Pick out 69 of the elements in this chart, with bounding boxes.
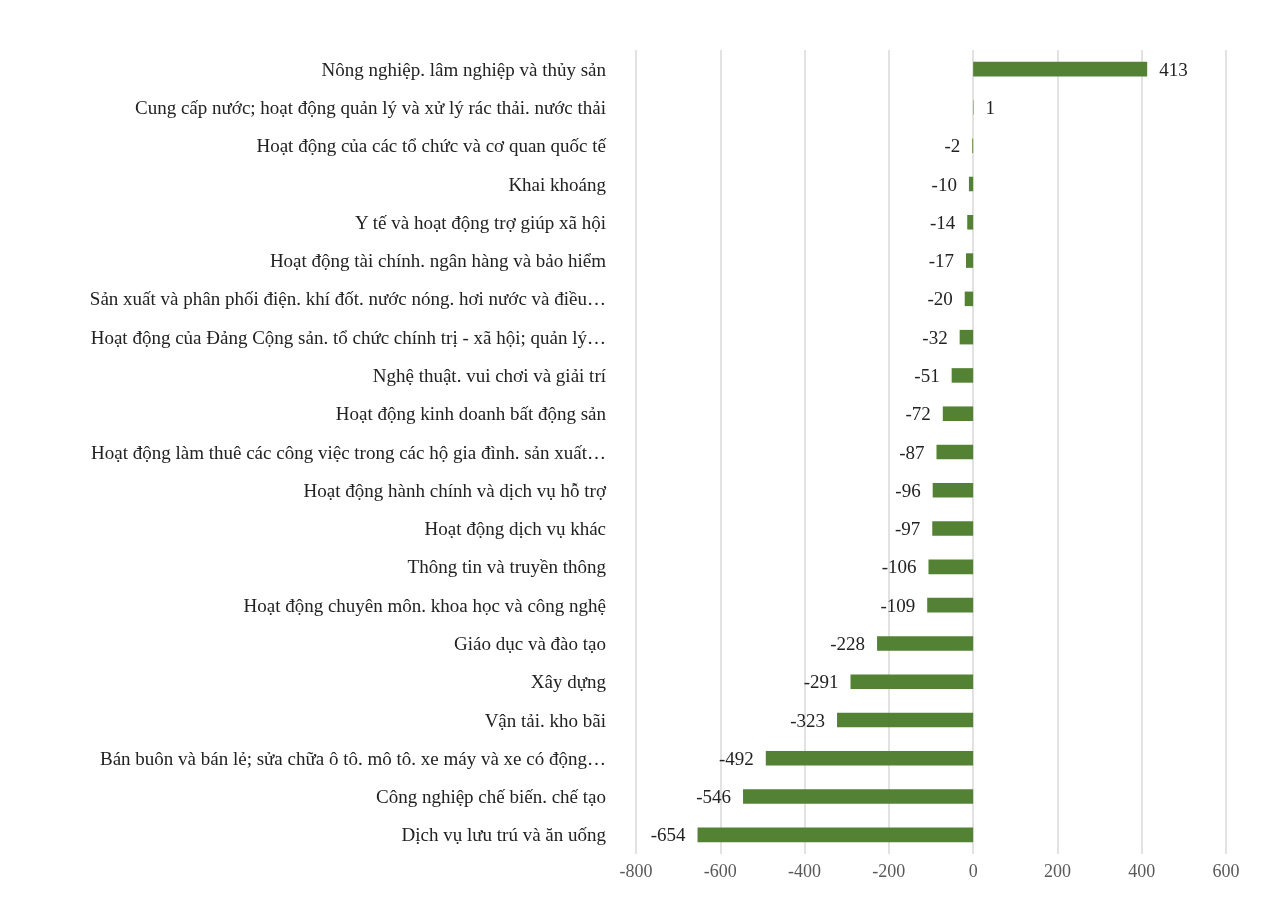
y-tick-label: Cung cấp nước; hoạt động quản lý và xử lý rác thải. nước thải bbox=[135, 96, 606, 118]
bar bbox=[936, 444, 974, 460]
bar bbox=[697, 827, 974, 843]
bar bbox=[967, 215, 974, 230]
data-label: -492 bbox=[718, 747, 754, 769]
y-tick-label: Nghệ thuật. vui chơi và giải trí bbox=[372, 364, 607, 386]
data-label: -228 bbox=[830, 632, 866, 654]
x-tick-label: 0 bbox=[968, 861, 978, 881]
data-label: -654 bbox=[650, 824, 687, 846]
x-tick-label: 400 bbox=[1128, 861, 1156, 881]
data-label: -10 bbox=[931, 173, 957, 195]
y-tick-label: Bán buôn và bán lẻ; sửa chữa ô tô. mô tô. xe máy và xe có động… bbox=[99, 747, 606, 769]
bar bbox=[765, 751, 974, 766]
bar bbox=[850, 674, 974, 689]
y-tick-label: Hoạt động chuyên môn. khoa học và công nghệ bbox=[243, 594, 606, 616]
y-tick-label: Sản xuất và phân phối điện. khí đốt. nước nóng. hơi nước và điều… bbox=[89, 288, 606, 310]
data-label: -14 bbox=[929, 211, 956, 233]
x-tick-label: 200 bbox=[1043, 861, 1071, 881]
bar bbox=[964, 291, 974, 307]
bar bbox=[932, 483, 974, 498]
bar bbox=[743, 789, 974, 804]
y-tick-label: Nông nghiệp. lâm nghiệp và thủy sản bbox=[321, 58, 607, 80]
bar bbox=[932, 521, 974, 536]
y-tick-label: Vận tải. kho bãi bbox=[484, 709, 606, 731]
bar bbox=[951, 368, 974, 383]
data-label: -72 bbox=[905, 403, 931, 425]
y-tick-label: Hoạt động của Đảng Cộng sản. tổ chức chính trị - xã hội; quản lý… bbox=[90, 326, 606, 348]
bar bbox=[965, 253, 974, 268]
data-label: -2 bbox=[944, 135, 961, 157]
data-label: 1 bbox=[985, 96, 996, 118]
bar bbox=[942, 406, 974, 421]
data-label: -32 bbox=[922, 326, 948, 348]
y-tick-label: Giáo dục và đào tạo bbox=[454, 632, 606, 654]
x-tick-label: -200 bbox=[872, 861, 906, 881]
y-tick-label: Thông tin và truyền thông bbox=[407, 556, 607, 578]
x-tick-label: -400 bbox=[788, 861, 822, 881]
y-tick-label: Y tế và hoạt động trợ giúp xã hội bbox=[354, 211, 606, 233]
data-label: -546 bbox=[696, 786, 732, 808]
bar bbox=[973, 61, 1148, 77]
data-label: -51 bbox=[914, 364, 940, 386]
data-label: -87 bbox=[899, 441, 925, 463]
data-label: -96 bbox=[895, 479, 921, 501]
bar bbox=[877, 636, 974, 651]
y-tick-label: Hoạt động tài chính. ngân hàng và bảo hiểm bbox=[269, 250, 607, 272]
data-label: -291 bbox=[803, 671, 839, 693]
bar bbox=[928, 559, 974, 575]
y-tick-label: Hoạt động dịch vụ khác bbox=[424, 518, 606, 540]
data-label: -109 bbox=[880, 594, 916, 616]
y-tick-label: Hoạt động của các tổ chức và cơ quan quốc tế bbox=[256, 135, 607, 157]
bar bbox=[959, 329, 974, 345]
y-tick-label: Hoạt động hành chính và dịch vụ hỗ trợ bbox=[303, 479, 607, 501]
y-tick-label: Khai khoáng bbox=[508, 173, 607, 195]
bar bbox=[968, 176, 974, 192]
data-label: -97 bbox=[894, 518, 921, 540]
bar bbox=[927, 597, 974, 613]
y-tick-label: Công nghiệp chế biến. chế tạo bbox=[375, 786, 606, 808]
y-tick-label: Hoạt động kinh doanh bất động sản bbox=[335, 403, 607, 425]
data-label: -106 bbox=[881, 556, 917, 578]
data-label: -323 bbox=[790, 709, 826, 731]
x-tick-label: -800 bbox=[619, 861, 653, 881]
x-tick-label: 600 bbox=[1212, 861, 1240, 881]
data-label: -17 bbox=[928, 250, 954, 272]
y-tick-label: Dịch vụ lưu trú và ăn uống bbox=[401, 824, 607, 846]
x-tick-label: -600 bbox=[703, 861, 737, 881]
data-label: -20 bbox=[927, 288, 953, 310]
y-tick-label: Hoạt động làm thuê các công việc trong các hộ gia đình. sản xuất… bbox=[91, 441, 606, 463]
data-label: 413 bbox=[1159, 58, 1188, 80]
y-tick-label: Xây dựng bbox=[530, 671, 607, 693]
bar bbox=[837, 712, 974, 728]
